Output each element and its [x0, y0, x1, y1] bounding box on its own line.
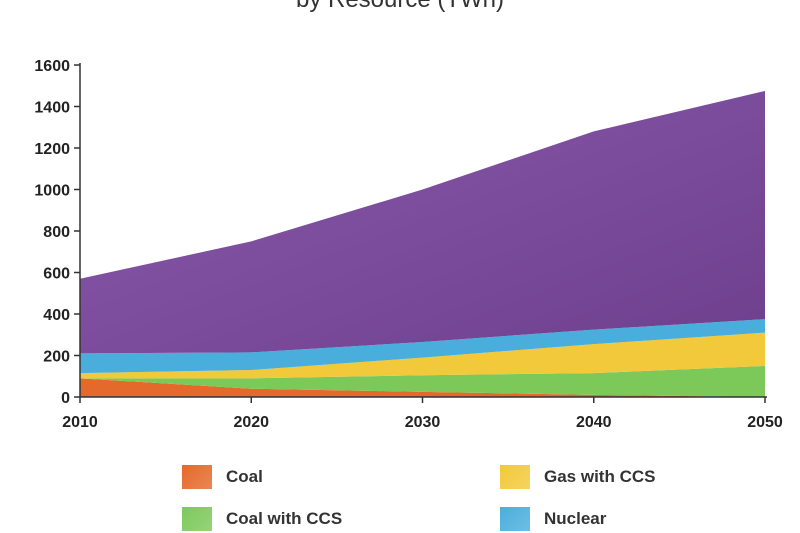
legend-label-gas-with-ccs: Gas with CCS — [544, 467, 656, 486]
legend-label-coal: Coal — [226, 467, 263, 486]
legend-swatch-coal-with-ccs — [182, 507, 212, 531]
x-tick-label: 2050 — [747, 414, 783, 431]
legend-label-coal-with-ccs: Coal with CCS — [226, 509, 343, 528]
x-tick-label: 2020 — [233, 414, 269, 431]
x-tick-label: 2010 — [62, 414, 98, 431]
area-series-nuclear — [80, 319, 765, 374]
area-series-coal — [80, 378, 765, 397]
legend-swatch-coal — [182, 465, 212, 489]
legend-item-nuclear: Nuclear — [500, 507, 606, 531]
y-tick-label: 1400 — [34, 100, 70, 117]
legend-item-gas-with-ccs: Gas with CCS — [500, 465, 655, 489]
legend-label-nuclear: Nuclear — [544, 509, 607, 528]
x-tick-label: 2040 — [576, 414, 612, 431]
y-tick-label: 1000 — [34, 183, 70, 200]
y-tick-label: 1600 — [34, 58, 70, 75]
y-tick-label: 600 — [43, 266, 70, 283]
y-tick-label: 200 — [43, 349, 70, 366]
y-tick-label: 0 — [61, 390, 70, 407]
chart-title: by Resource (TWh) — [0, 0, 800, 14]
legend-item-coal-with-ccs: Coal with CCS — [182, 507, 342, 531]
x-tick-label: 2030 — [405, 414, 441, 431]
area-series-coal-with-ccs — [80, 365, 765, 397]
legend-item-coal: Coal — [182, 465, 263, 489]
y-tick-label: 800 — [43, 224, 70, 241]
legend-swatch-gas-with-ccs — [500, 465, 530, 489]
legend-swatch-nuclear — [500, 507, 530, 531]
area-series-other — [80, 90, 765, 354]
y-tick-label: 400 — [43, 307, 70, 324]
y-tick-label: 1200 — [34, 141, 70, 158]
